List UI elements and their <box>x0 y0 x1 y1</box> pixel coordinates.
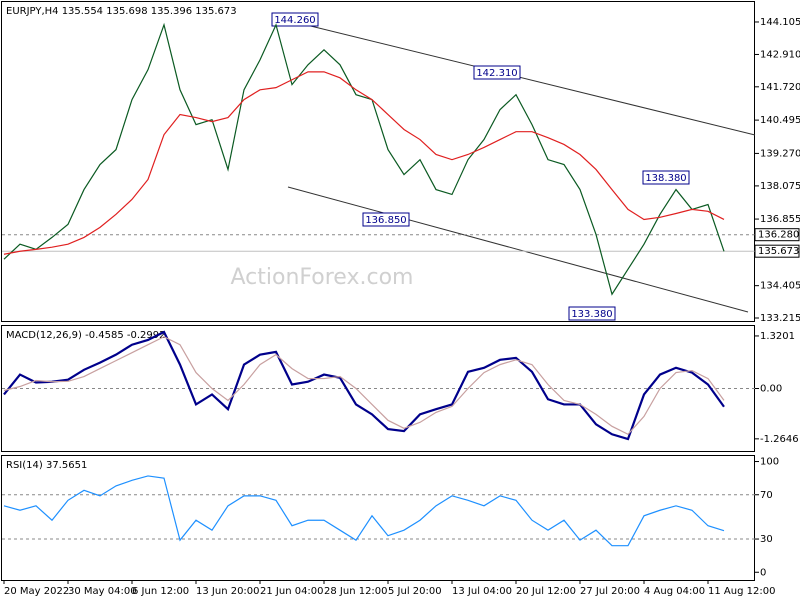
y-tick-label: -1.2646 <box>760 434 799 445</box>
y-tick-label: 0 <box>760 567 766 578</box>
x-tick-label: 27 Jul 20:00 <box>580 586 640 597</box>
series-line <box>3 71 725 255</box>
rsi-panel <box>1 455 755 581</box>
y-tick-label: 133.215 <box>760 313 800 324</box>
annotation-box <box>362 212 410 227</box>
last-price-box <box>754 244 800 258</box>
y-tick-label: 134.405 <box>760 281 800 292</box>
x-tick-label: 28 Jun 12:00 <box>324 586 388 597</box>
y-tick-label: 141.720 <box>760 82 800 93</box>
annotation: 142.310 <box>476 68 517 79</box>
x-tick-label: 13 Jun 20:00 <box>196 586 260 597</box>
x-tick-label: 6 Jun 12:00 <box>132 586 189 597</box>
channel-lower <box>287 186 749 313</box>
y-tick-label: 100 <box>760 457 779 468</box>
panel-title: RSI(14) 37.5651 <box>6 460 87 471</box>
annotation: 144.260 <box>274 15 315 26</box>
watermark: ActionForex.com <box>231 265 414 290</box>
x-tick-label: 20 May 2022 <box>4 586 69 597</box>
level-label: 136.280 <box>758 230 799 241</box>
annotation-box <box>568 306 616 321</box>
y-tick-label: 0.00 <box>760 384 782 395</box>
level-label-box <box>754 228 800 242</box>
series-line <box>3 330 725 441</box>
y-tick-label: 140.495 <box>760 115 800 126</box>
x-tick-label: 11 Aug 12:00 <box>708 586 775 597</box>
y-tick-label: 138.075 <box>760 181 800 192</box>
annotation: 136.850 <box>365 215 406 226</box>
annotation-boxes: 144.260 142.310 136.850 138.380 133.380 <box>271 12 690 321</box>
annotation: 133.380 <box>571 309 612 320</box>
price-panel <box>1 1 755 322</box>
x-tick-label: 20 Jul 12:00 <box>516 586 576 597</box>
panel-title: EURJPY,H4 135.554 135.698 135.396 135.67… <box>6 6 237 17</box>
annotation-box <box>642 170 690 185</box>
y-tick-label: 1.3201 <box>760 331 795 342</box>
y-tick-label: 136.855 <box>760 214 800 225</box>
series-line <box>3 22 725 296</box>
x-tick-label: 5 Jul 20:00 <box>388 586 442 597</box>
last-price-label: 135.673 <box>758 246 799 257</box>
x-tick-label: 21 Jun 04:00 <box>260 586 324 597</box>
annotation-box <box>271 12 319 27</box>
y-tick-label: 70 <box>760 490 773 501</box>
series-line <box>3 475 725 547</box>
panel-title: MACD(12,26,9) -0.4585 -0.2992 <box>6 330 166 341</box>
annotation-box <box>473 65 521 80</box>
y-tick-label: 30 <box>760 534 773 545</box>
x-tick-label: 13 Jul 04:00 <box>452 586 512 597</box>
annotation: 138.380 <box>645 173 686 184</box>
y-tick-label: 139.270 <box>760 148 800 159</box>
series-line <box>3 336 725 436</box>
x-tick-label: 4 Aug 04:00 <box>644 586 705 597</box>
x-tick-label: 30 May 04:00 <box>68 586 137 597</box>
y-tick-label: 144.105 <box>760 17 800 28</box>
y-tick-label: 142.910 <box>760 49 800 60</box>
